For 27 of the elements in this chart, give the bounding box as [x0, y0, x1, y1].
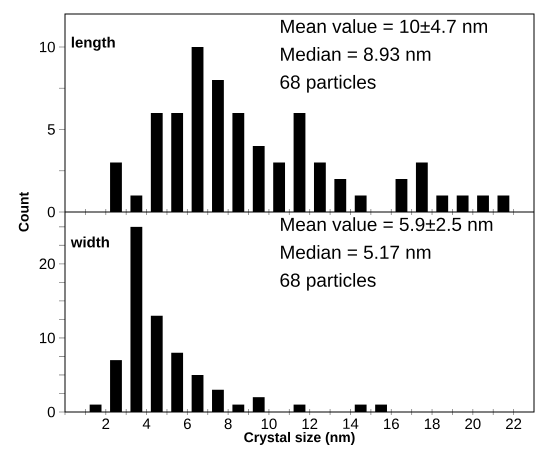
y-tick-label: 20: [40, 258, 55, 270]
annotation: width: [70, 236, 109, 248]
x-tick-label: 2: [102, 418, 110, 429]
x-tick-label: 4: [142, 418, 150, 429]
x-axis-title: Crystal size (nm): [244, 432, 355, 445]
annotation: Mean value = 10±4.7 nm: [281, 19, 487, 34]
y-tick-label: 10: [40, 42, 55, 52]
y-tick-label: 5: [48, 124, 55, 135]
x-tick-label: 10: [262, 418, 277, 430]
annotation: 68 particles: [280, 272, 376, 291]
y-tick-label: 0: [48, 406, 55, 418]
x-tick-label: 6: [184, 418, 191, 430]
y-tick-label: 0: [48, 206, 55, 218]
x-tick-label: 20: [465, 418, 481, 430]
annotation: length: [72, 36, 115, 51]
x-tick-label: 18: [424, 418, 440, 430]
annotation: Median = 8.93 nm: [281, 47, 430, 61]
y-tick-label: 10: [40, 332, 55, 344]
y-axis-title: Count: [18, 192, 29, 232]
x-tick-label: 22: [506, 418, 522, 429]
x-tick-label: 16: [384, 418, 399, 430]
annotation: Median = 5.17 nm: [281, 245, 430, 259]
x-tick-label: 14: [343, 418, 358, 429]
annotation: 68 particles: [280, 74, 376, 93]
x-tick-label: 8: [224, 418, 232, 430]
x-tick-label: 12: [302, 418, 318, 429]
annotation: Mean value = 5.9±2.5 nm: [281, 217, 492, 232]
